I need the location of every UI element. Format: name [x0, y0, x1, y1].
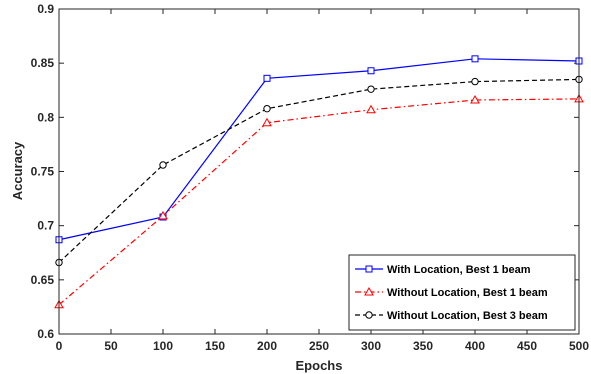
y-tick-label: 0.7	[37, 219, 54, 233]
legend-label: Without Location, Best 3 beam	[387, 310, 548, 322]
data-point	[366, 104, 376, 114]
legend-box	[348, 254, 576, 331]
y-tick-label: 0.8	[37, 110, 54, 124]
x-tick-label: 450	[517, 339, 537, 353]
data-point	[471, 77, 479, 86]
x-tick-label: 150	[205, 339, 225, 353]
data-point	[263, 74, 271, 82]
data-point	[470, 94, 480, 104]
y-tick-label: 0.75	[31, 165, 55, 179]
ticks: 0 50 100 150 200 250 300 350 400 450 500 0.6 0.65 0.7…	[31, 2, 590, 353]
legend-swatch-marker	[365, 311, 373, 319]
y-tick-label: 0.6	[37, 327, 54, 341]
legend-item: Without Location, Best 1 beam	[355, 286, 548, 299]
legend-swatch-marker	[365, 265, 373, 273]
x-tick-label: 500	[569, 339, 589, 353]
data-point	[262, 117, 272, 127]
x-tick-label: 350	[413, 339, 433, 353]
data-point	[159, 161, 167, 169]
series-line	[58, 78, 580, 263]
series-2	[54, 93, 584, 309]
data-point	[367, 67, 375, 75]
x-tick-label: 0	[56, 339, 63, 353]
data-point	[263, 104, 271, 113]
y-axis-label: Accuracy	[10, 141, 25, 200]
y-tick-label: 0.65	[31, 273, 55, 287]
x-tick-label: 250	[309, 339, 329, 353]
x-tick-label: 200	[257, 339, 277, 353]
data-point	[367, 85, 375, 93]
series-layer	[54, 55, 584, 309]
legend-label: Without Location, Best 1 beam	[387, 287, 548, 299]
data-point	[471, 55, 479, 63]
series-line	[58, 58, 580, 241]
x-tick-label: 300	[361, 339, 381, 353]
series-line	[58, 98, 580, 306]
y-tick-label: 0.85	[31, 56, 55, 70]
legend-item: Without Location, Best 3 beam	[355, 310, 548, 322]
legend: With Location, Best 1 beam Without Locati…	[348, 254, 576, 331]
x-axis-label: Epochs	[296, 358, 343, 373]
x-tick-label: 50	[104, 339, 118, 353]
y-tick-label: 0.9	[37, 2, 54, 16]
legend-swatch-marker	[364, 286, 374, 296]
data-point	[158, 210, 168, 220]
legend-label: With Location, Best 1 beam	[387, 264, 531, 276]
x-tick-label: 100	[153, 339, 173, 353]
x-tick-label: 400	[465, 339, 485, 353]
plot-frame	[58, 8, 580, 335]
legend-item: With Location, Best 1 beam	[355, 264, 531, 276]
